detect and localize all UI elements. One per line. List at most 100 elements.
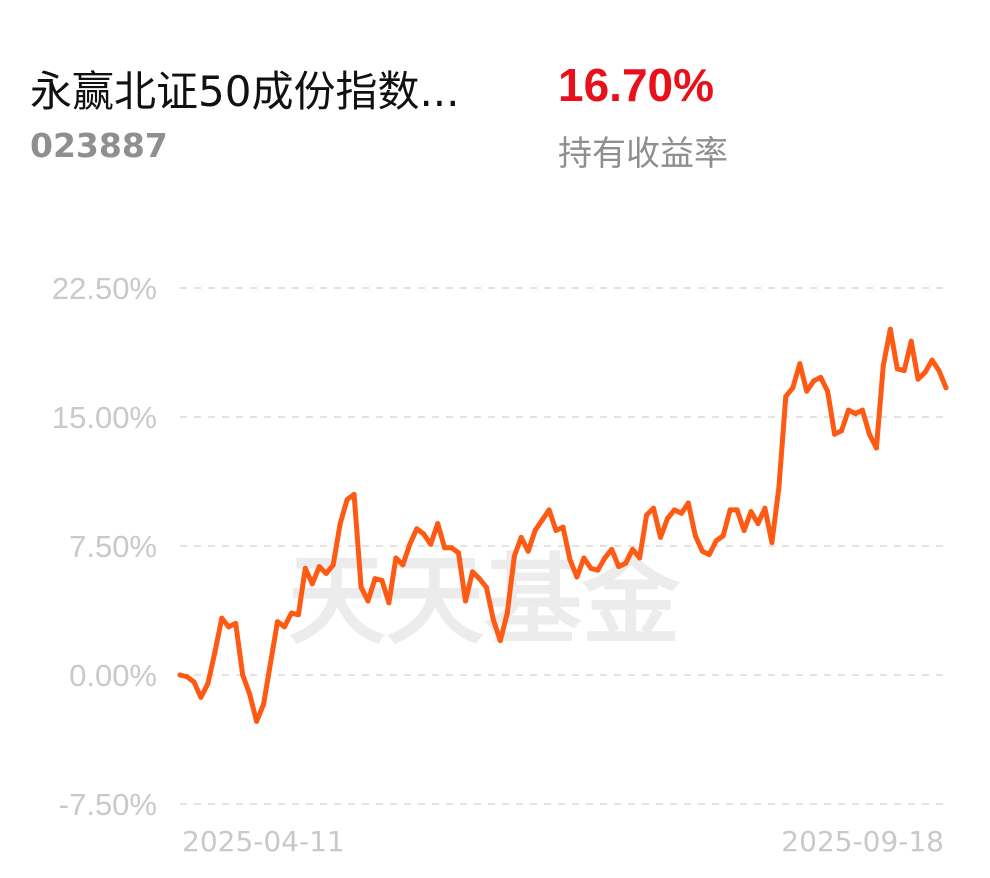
data-point: [323, 571, 329, 576]
data-point: [609, 546, 615, 552]
data-points: [177, 326, 949, 724]
data-point: [233, 620, 239, 626]
data-point: [678, 510, 684, 516]
data-point: [483, 584, 489, 590]
data-point: [741, 528, 747, 533]
data-point: [302, 565, 308, 571]
data-point: [275, 619, 280, 625]
y-tick-label: -7.50%: [59, 787, 157, 822]
data-point: [226, 624, 232, 630]
data-point: [240, 672, 246, 678]
data-point: [713, 538, 719, 544]
data-point: [414, 526, 420, 532]
data-point: [567, 557, 573, 563]
data-point: [386, 600, 392, 606]
data-point: [602, 555, 608, 561]
data-point: [365, 598, 371, 604]
data-point: [337, 521, 343, 527]
data-point: [595, 567, 601, 573]
data-point: [198, 694, 204, 700]
data-point: [671, 507, 677, 513]
data-point: [470, 569, 475, 575]
fund-name: 永赢北证50成份指数...: [30, 67, 460, 116]
data-point: [553, 528, 559, 533]
data-point: [873, 445, 879, 451]
watermark-text: 天天基金: [288, 544, 681, 658]
data-point: [511, 553, 517, 559]
data-point: [344, 497, 350, 503]
data-point: [330, 562, 336, 568]
data-point: [623, 560, 629, 566]
data-point: [393, 555, 399, 561]
data-point: [219, 615, 225, 621]
data-point: [699, 548, 705, 554]
data-point: [692, 533, 698, 539]
data-point: [769, 540, 775, 546]
data-point: [846, 407, 851, 413]
data-point: [261, 701, 267, 707]
data-point: [379, 577, 385, 583]
data-point: [776, 485, 782, 490]
data-point: [247, 691, 253, 697]
data-point: [866, 431, 872, 437]
data-point: [421, 531, 427, 537]
data-point: [588, 565, 594, 571]
data-point: [651, 505, 656, 511]
data-point: [205, 681, 211, 687]
data-point: [254, 718, 260, 724]
y-tick-label: 22.50%: [52, 271, 157, 306]
data-point: [184, 674, 190, 680]
data-point: [191, 679, 197, 685]
data-point: [400, 562, 406, 568]
data-point: [859, 407, 865, 413]
data-point: [212, 650, 218, 656]
data-point: [880, 362, 886, 368]
data-point: [887, 326, 893, 332]
data-point: [734, 507, 740, 513]
data-point: [316, 564, 322, 570]
data-point: [560, 524, 566, 530]
data-point: [762, 505, 768, 511]
data-point: [839, 428, 844, 434]
data-point: [901, 368, 907, 374]
y-tick-label: 15.00%: [52, 400, 157, 435]
data-point: [442, 545, 448, 551]
data-point: [309, 581, 315, 587]
data-point: [456, 550, 461, 556]
data-point: [616, 564, 622, 570]
data-point: [720, 533, 726, 539]
data-point: [177, 672, 183, 678]
data-point: [797, 361, 803, 367]
data-point: [295, 612, 301, 618]
data-point: [518, 534, 524, 540]
grid-lines: [180, 287, 946, 805]
data-point: [435, 521, 441, 527]
data-point: [407, 541, 413, 547]
data-point: [546, 507, 552, 513]
data-point: [574, 574, 580, 580]
data-point: [581, 555, 587, 561]
y-tick-label: 7.50%: [69, 529, 157, 564]
x-tick-label: 2025-04-11: [182, 825, 345, 858]
data-point: [706, 552, 712, 558]
data-point: [358, 584, 364, 590]
data-point: [463, 598, 468, 604]
holding-return-value: 16.70%: [558, 59, 715, 111]
data-point: [790, 385, 796, 391]
x-tick-labels: 2025-04-11 2025-09-18: [182, 825, 944, 858]
data-point: [804, 388, 810, 394]
data-point: [525, 548, 531, 554]
data-point: [825, 388, 831, 394]
data-point: [922, 369, 928, 375]
data-point: [685, 500, 691, 506]
data-point: [428, 541, 434, 547]
data-point: [490, 617, 496, 623]
data-point: [449, 545, 455, 551]
x-tick-label: 2025-09-18: [781, 825, 944, 858]
data-point: [818, 374, 824, 380]
data-point: [748, 509, 754, 515]
data-point: [351, 491, 357, 497]
data-point: [268, 660, 273, 666]
data-point: [943, 385, 949, 391]
